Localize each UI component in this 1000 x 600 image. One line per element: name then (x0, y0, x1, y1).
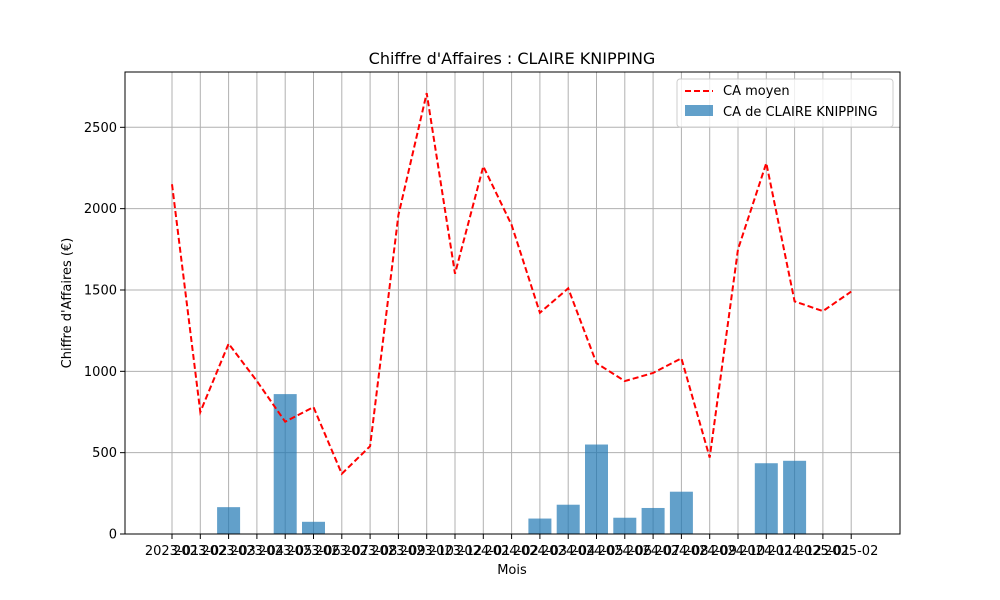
x-tick-label: 2024-10 (711, 544, 765, 559)
x-tick-label: 2025-01 (796, 544, 850, 559)
bar (217, 507, 241, 534)
legend-bar-swatch (685, 105, 713, 116)
x-tick-label: 2024-06 (598, 544, 652, 559)
bar (783, 460, 807, 534)
y-tick-label: 1000 (84, 365, 117, 380)
x-tick-label: 2023-09 (371, 544, 425, 559)
chart-title: Chiffre d'Affaires : CLAIRE KNIPPING (369, 49, 656, 68)
bar (585, 444, 608, 534)
x-tick-label: 2024-01 (456, 544, 510, 559)
x-tick-label: 2023-06 (286, 544, 340, 559)
x-tick-label: 2023-10 (400, 544, 454, 559)
y-tick-label: 2000 (84, 202, 117, 217)
line-series (171, 92, 852, 476)
x-tick-label: 2024-07 (626, 544, 680, 559)
x-tick-label: 2023-04 (230, 544, 284, 559)
legend-label-bar: CA de CLAIRE KNIPPING (723, 105, 878, 120)
x-tick-label: 2023-05 (258, 544, 312, 559)
bar (669, 491, 693, 534)
bar (302, 521, 325, 534)
x-tick-label: 2023-01 (145, 544, 199, 559)
bar (754, 463, 778, 534)
bar-series (217, 394, 807, 534)
legend-label-line: CA moyen (723, 84, 790, 99)
x-tick-label: 2025-02 (824, 544, 878, 559)
y-tick-label: 500 (92, 446, 117, 461)
legend-box (676, 78, 894, 128)
x-tick-label: 2024-02 (484, 544, 538, 559)
x-tick-label: 2024-03 (513, 544, 567, 559)
y-axis-label: Chiffre d'Affaires (€) (60, 238, 75, 369)
y-tick-label: 1500 (84, 283, 117, 298)
x-tick-label: 2023-08 (343, 544, 397, 559)
x-tick-label: 2023-02 (173, 544, 227, 559)
plot-area (125, 72, 900, 534)
x-tick-label: 2024-12 (767, 544, 821, 559)
bar (613, 517, 637, 534)
x-tick-label: 2024-11 (739, 544, 793, 559)
x-tick-label: 2023-03 (201, 544, 255, 559)
bar (273, 394, 297, 534)
x-axis-label: Mois (497, 563, 527, 578)
y-tick-label: 2500 (84, 121, 117, 136)
bar (641, 507, 665, 534)
bar (556, 504, 580, 534)
x-tick-label: 2024-04 (541, 544, 595, 559)
x-tick-label: 2024-09 (683, 544, 737, 559)
x-tick-label: 2024-08 (654, 544, 708, 559)
grid (125, 72, 900, 535)
x-tick-label: 2023-12 (428, 544, 482, 559)
bar (528, 518, 552, 534)
x-axis-ticks: 2023-012023-022023-032023-042023-052023-… (145, 534, 878, 559)
x-tick-label: 2024-05 (569, 544, 623, 559)
y-tick-label: 0 (109, 528, 117, 543)
plot-frame (124, 71, 901, 535)
ca-moyen-line (171, 92, 852, 476)
legend: CA moyen CA de CLAIRE KNIPPING (676, 78, 894, 128)
x-tick-label: 2023-07 (315, 544, 369, 559)
y-axis-ticks: 0 500 1000 1500 2000 2500 (84, 121, 125, 543)
